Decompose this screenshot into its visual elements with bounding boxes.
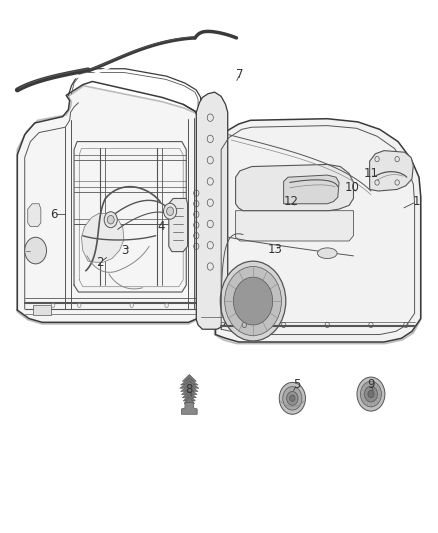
Polygon shape (183, 394, 195, 401)
Text: 13: 13 (268, 243, 283, 256)
Circle shape (357, 377, 385, 411)
Text: 3: 3 (121, 244, 129, 257)
Polygon shape (180, 381, 199, 388)
Polygon shape (236, 165, 353, 211)
Text: 11: 11 (364, 167, 378, 180)
Circle shape (107, 215, 114, 224)
Text: 5: 5 (293, 378, 300, 391)
Polygon shape (169, 198, 187, 252)
Polygon shape (17, 86, 202, 324)
Polygon shape (215, 119, 421, 342)
Circle shape (290, 395, 295, 401)
Polygon shape (81, 213, 124, 262)
Polygon shape (180, 378, 198, 385)
Circle shape (220, 261, 286, 341)
Text: 10: 10 (345, 181, 360, 195)
Text: 4: 4 (158, 220, 165, 233)
Circle shape (287, 391, 298, 405)
Polygon shape (184, 397, 194, 403)
Circle shape (279, 382, 305, 414)
Polygon shape (180, 384, 198, 391)
Circle shape (163, 203, 177, 219)
Polygon shape (187, 377, 191, 392)
Text: 8: 8 (186, 383, 193, 397)
Polygon shape (215, 122, 421, 344)
Polygon shape (370, 151, 413, 191)
Polygon shape (181, 387, 197, 394)
Bar (33, 305, 51, 316)
Text: 2: 2 (96, 256, 104, 269)
Polygon shape (284, 175, 339, 204)
Circle shape (364, 386, 378, 402)
Circle shape (233, 277, 273, 325)
Text: 1: 1 (413, 195, 420, 208)
Polygon shape (182, 374, 196, 381)
Circle shape (368, 390, 374, 398)
Text: 7: 7 (236, 68, 244, 80)
Polygon shape (28, 204, 41, 227)
Circle shape (25, 237, 46, 264)
Ellipse shape (318, 248, 337, 259)
Polygon shape (182, 391, 196, 398)
Circle shape (104, 212, 117, 228)
Circle shape (166, 207, 173, 215)
Polygon shape (181, 402, 197, 414)
Polygon shape (196, 92, 228, 329)
Polygon shape (236, 211, 353, 241)
Text: 9: 9 (367, 378, 374, 391)
Text: 12: 12 (283, 195, 299, 208)
Circle shape (225, 266, 282, 336)
Text: 6: 6 (50, 208, 58, 221)
Circle shape (283, 386, 302, 410)
Circle shape (360, 381, 381, 407)
